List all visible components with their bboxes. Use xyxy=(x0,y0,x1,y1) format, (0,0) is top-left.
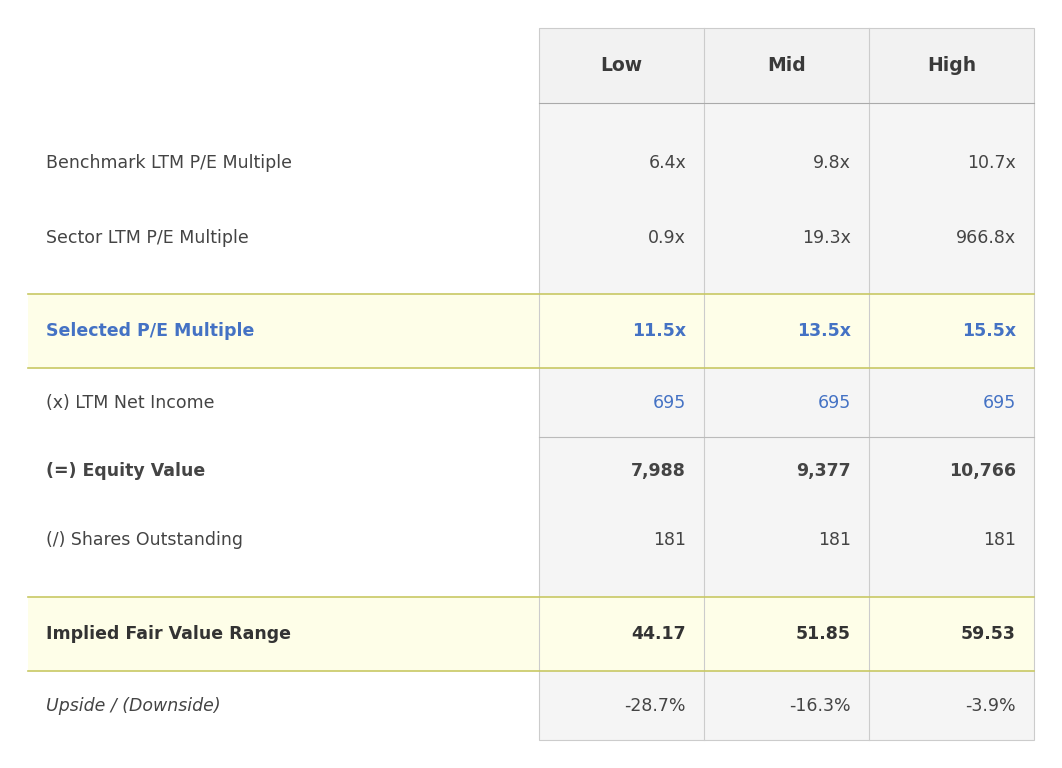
Text: 10.7x: 10.7x xyxy=(967,154,1016,172)
Text: 59.53: 59.53 xyxy=(961,625,1016,643)
Text: Benchmark LTM P/E Multiple: Benchmark LTM P/E Multiple xyxy=(46,154,292,172)
Bar xyxy=(28,597,1034,671)
Text: -28.7%: -28.7% xyxy=(624,697,686,715)
Text: 695: 695 xyxy=(653,394,686,412)
Text: 51.85: 51.85 xyxy=(796,625,851,643)
Bar xyxy=(539,28,1034,103)
Text: (x) LTM Net Income: (x) LTM Net Income xyxy=(46,394,215,412)
Text: 9,377: 9,377 xyxy=(796,462,851,480)
Text: Selected P/E Multiple: Selected P/E Multiple xyxy=(46,322,255,340)
Text: 0.9x: 0.9x xyxy=(648,229,686,247)
Text: Upside / (Downside): Upside / (Downside) xyxy=(46,697,221,715)
Text: 11.5x: 11.5x xyxy=(632,322,686,340)
Bar xyxy=(28,293,1034,369)
Text: 10,766: 10,766 xyxy=(949,462,1016,480)
Text: 181: 181 xyxy=(818,531,851,548)
Text: Mid: Mid xyxy=(767,56,806,74)
Text: (/) Shares Outstanding: (/) Shares Outstanding xyxy=(46,531,243,548)
Text: -16.3%: -16.3% xyxy=(789,697,851,715)
Text: 966.8x: 966.8x xyxy=(956,229,1016,247)
Text: 15.5x: 15.5x xyxy=(962,322,1016,340)
Text: 181: 181 xyxy=(653,531,686,548)
Bar xyxy=(539,28,1034,740)
Text: 6.4x: 6.4x xyxy=(648,154,686,172)
Text: 13.5x: 13.5x xyxy=(796,322,851,340)
Text: 44.17: 44.17 xyxy=(632,625,686,643)
Text: High: High xyxy=(927,56,976,74)
Text: Low: Low xyxy=(600,56,643,74)
Text: 7,988: 7,988 xyxy=(631,462,686,480)
Text: 19.3x: 19.3x xyxy=(802,229,851,247)
Text: 695: 695 xyxy=(982,394,1016,412)
Text: 695: 695 xyxy=(818,394,851,412)
Text: Implied Fair Value Range: Implied Fair Value Range xyxy=(46,625,291,643)
Text: 181: 181 xyxy=(983,531,1016,548)
Text: (=) Equity Value: (=) Equity Value xyxy=(46,462,205,480)
Text: -3.9%: -3.9% xyxy=(965,697,1016,715)
Bar xyxy=(539,28,1034,740)
Text: 9.8x: 9.8x xyxy=(813,154,851,172)
Text: Sector LTM P/E Multiple: Sector LTM P/E Multiple xyxy=(46,229,249,247)
